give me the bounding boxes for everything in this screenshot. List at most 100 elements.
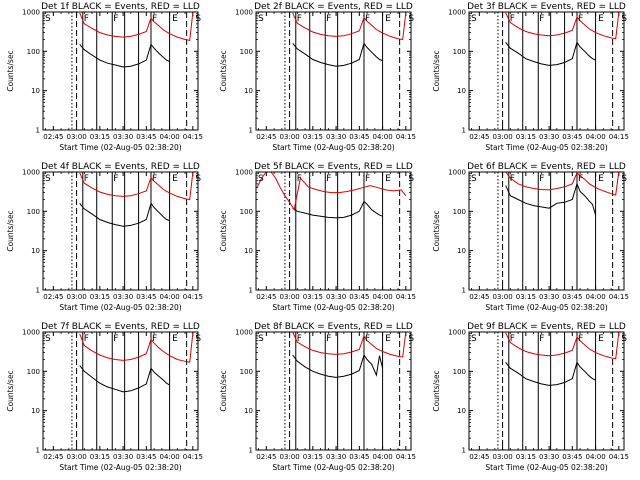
series-lld-line [505, 12, 620, 40]
series-lld-line [79, 172, 194, 201]
marker-label-f: F [326, 334, 331, 344]
y-tick-label: 10 [244, 407, 253, 415]
x-tick-label: 03:00 [279, 293, 299, 301]
marker-label-e: E [598, 334, 604, 344]
x-axis-label: Start Time (02-Aug-05 02:38:20) [485, 143, 607, 152]
x-tick-label: 04:15 [183, 293, 203, 301]
x-tick-label: 03:15 [90, 293, 110, 301]
plot-frame [255, 171, 412, 291]
marker-label-f: F [539, 334, 544, 344]
x-tick-label: 03:30 [326, 293, 346, 301]
marker-label-s: S [258, 174, 264, 184]
x-tick-label: 04:15 [609, 293, 629, 301]
marker-label-f: F [113, 334, 118, 344]
x-axis-label: Start Time (02-Aug-05 02:38:20) [485, 463, 607, 472]
marker-label-f: F [113, 174, 118, 184]
marker-label-f: F [539, 174, 544, 184]
x-tick-label: 04:00 [585, 133, 605, 141]
x-tick-label: 03:00 [492, 453, 512, 461]
x-axis-label: Start Time (02-Aug-05 02:38:20) [59, 303, 181, 312]
y-tick-label: 1 [462, 447, 466, 455]
y-axis-label: Counts/sec [219, 210, 228, 251]
y-tick-label: 10 [31, 247, 40, 255]
x-tick-label: 03:30 [113, 293, 133, 301]
x-tick-label: 03:15 [90, 133, 110, 141]
y-tick-label: 10 [31, 87, 40, 95]
y-tick-label: 1000 [448, 169, 466, 177]
panel-title: Det 9f BLACK = Events, RED = LLD [467, 322, 626, 332]
series-events-line [292, 200, 383, 219]
y-tick-label: 1 [36, 127, 40, 135]
marker-label-f: F [510, 334, 515, 344]
plot-frame [42, 331, 199, 451]
x-tick-label: 03:45 [349, 293, 369, 301]
marker-label-f: F [84, 174, 89, 184]
marker-label-f: F [578, 14, 583, 24]
y-axis-label: Counts/sec [6, 210, 15, 251]
x-tick-label: 03:00 [492, 293, 512, 301]
y-axis-label: Counts/sec [6, 50, 15, 91]
marker-label-e: E [598, 14, 604, 24]
x-tick-label: 04:00 [372, 133, 392, 141]
x-tick-label: 03:00 [279, 453, 299, 461]
x-tick-label: 03:15 [516, 133, 536, 141]
plot-frame [468, 11, 625, 131]
y-tick-label: 1 [36, 287, 40, 295]
x-tick-label: 03:15 [516, 453, 536, 461]
series-lld-line [292, 331, 407, 358]
y-tick-label: 1 [249, 287, 253, 295]
x-axis-label: Start Time (02-Aug-05 02:38:20) [59, 143, 181, 152]
x-tick-label: 02:45 [469, 293, 489, 301]
y-axis-label: Counts/sec [432, 370, 441, 411]
marker-label-f: F [365, 334, 370, 344]
x-tick-label: 02:45 [256, 133, 276, 141]
y-tick-label: 10 [31, 407, 40, 415]
x-axis-label: Start Time (02-Aug-05 02:38:20) [272, 143, 394, 152]
marker-label-f: F [297, 14, 302, 24]
y-tick-label: 1000 [448, 329, 466, 337]
marker-label-e: E [385, 14, 391, 24]
x-tick-label: 03:45 [562, 293, 582, 301]
x-tick-label: 02:45 [469, 453, 489, 461]
plot-frame [468, 171, 625, 291]
x-tick-label: 04:00 [585, 453, 605, 461]
series-events-line [79, 43, 170, 68]
y-tick-label: 10 [244, 247, 253, 255]
x-tick-label: 04:15 [396, 133, 416, 141]
x-tick-label: 03:30 [113, 453, 133, 461]
marker-label-f: F [510, 14, 515, 24]
x-tick-label: 03:00 [66, 453, 86, 461]
plot-frame [255, 11, 412, 131]
y-tick-label: 100 [453, 368, 466, 376]
marker-label-s: S [45, 14, 51, 24]
x-tick-label: 03:15 [303, 293, 323, 301]
y-tick-label: 1 [249, 447, 253, 455]
x-axis-label: Start Time (02-Aug-05 02:38:20) [59, 463, 181, 472]
y-tick-label: 1000 [235, 9, 253, 17]
x-tick-label: 03:15 [90, 453, 110, 461]
marker-label-f: F [510, 174, 515, 184]
marker-label-f: F [152, 174, 157, 184]
marker-label-e: E [385, 334, 391, 344]
marker-label-f: F [326, 14, 331, 24]
panel-title: Det 8f BLACK = Events, RED = LLD [254, 322, 413, 332]
marker-label-s: S [471, 14, 477, 24]
panel-title: Det 1f BLACK = Events, RED = LLD [41, 2, 200, 12]
y-tick-label: 100 [453, 208, 466, 216]
x-tick-label: 03:45 [136, 453, 156, 461]
x-tick-label: 03:15 [303, 453, 323, 461]
x-tick-label: 04:00 [585, 293, 605, 301]
y-tick-label: 10 [457, 87, 466, 95]
x-tick-label: 02:45 [469, 133, 489, 141]
x-tick-label: 04:15 [609, 453, 629, 461]
marker-label-f: F [539, 14, 544, 24]
x-tick-label: 03:45 [349, 133, 369, 141]
y-tick-label: 100 [453, 48, 466, 56]
